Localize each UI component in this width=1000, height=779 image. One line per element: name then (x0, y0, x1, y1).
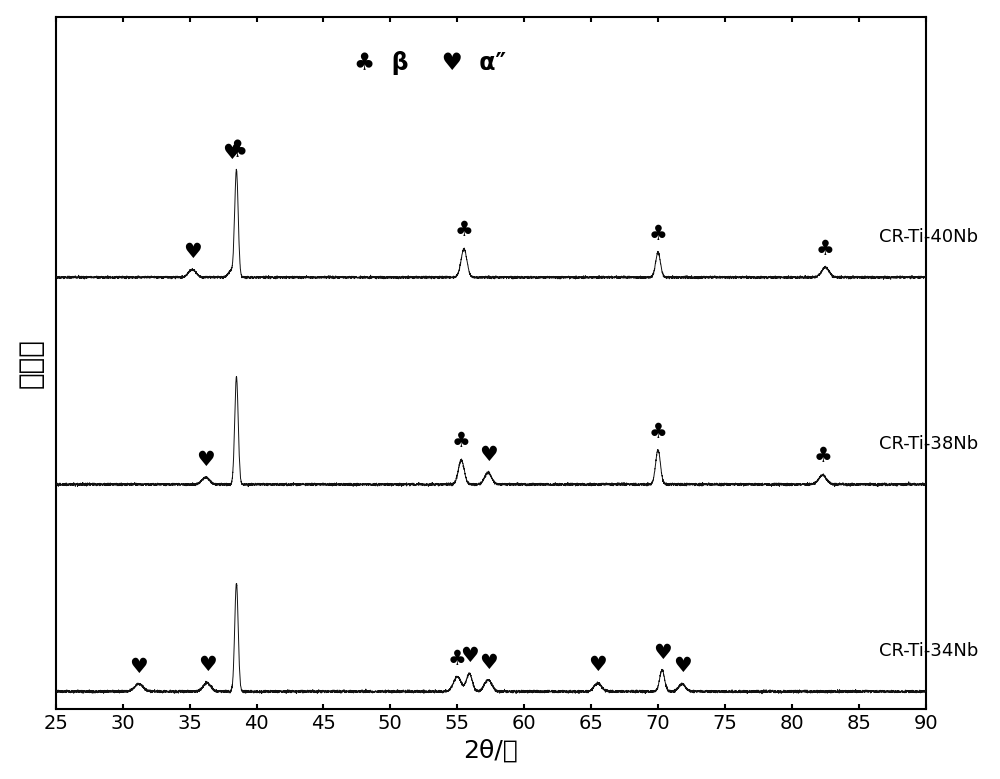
Text: CR-Ti-38Nb: CR-Ti-38Nb (879, 435, 978, 453)
Text: CR-Ti-34Nb: CR-Ti-34Nb (879, 642, 978, 660)
Text: ♥: ♥ (196, 450, 215, 470)
Text: ♥: ♥ (198, 654, 216, 675)
Text: ♣  β    ♥  α″: ♣ β ♥ α″ (354, 51, 506, 76)
Text: ♣: ♣ (452, 432, 471, 451)
Text: ♥: ♥ (129, 657, 148, 677)
Text: ♥: ♥ (460, 647, 479, 666)
Text: ♥: ♥ (479, 445, 497, 464)
Text: ♥: ♥ (653, 643, 671, 663)
Text: ♥: ♥ (479, 653, 497, 673)
Y-axis label: 峰强度: 峰强度 (17, 338, 45, 388)
Text: ♣: ♣ (455, 220, 473, 241)
Text: ♣: ♣ (649, 422, 667, 442)
Text: CR-Ti-40Nb: CR-Ti-40Nb (879, 228, 978, 246)
Text: ♣: ♣ (448, 649, 467, 668)
Text: ♥: ♥ (673, 657, 691, 676)
Text: ♣: ♣ (649, 224, 667, 244)
Text: ♣: ♣ (226, 138, 247, 162)
X-axis label: 2θ/度: 2θ/度 (463, 738, 518, 763)
Text: ♥: ♥ (588, 655, 607, 675)
Text: ♥: ♥ (183, 242, 202, 263)
Text: ♣: ♣ (813, 446, 832, 467)
Text: ♣: ♣ (816, 238, 835, 259)
Text: ♥: ♥ (222, 143, 240, 163)
